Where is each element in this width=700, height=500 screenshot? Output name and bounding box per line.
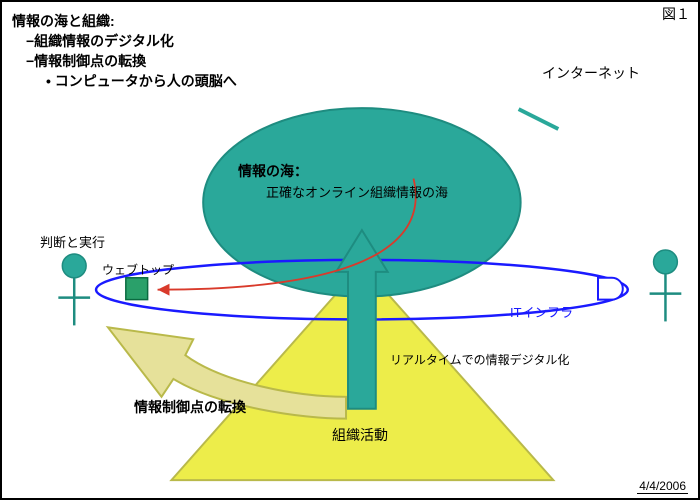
person-left-icon bbox=[58, 254, 90, 325]
date-label: 4/4/2006 bbox=[637, 479, 688, 494]
diagram-canvas: 図１ 情報の海と組織: −組織情報のデジタル化 −情報制御点の転換 • コンピュ… bbox=[0, 0, 700, 500]
label-realtime-digitize: リアルタイムでの情報デジタル化 bbox=[390, 352, 569, 368]
d-shape-right bbox=[598, 278, 623, 300]
label-sea-title: 情報の海： bbox=[238, 162, 308, 181]
label-org-activity: 組織活動 bbox=[332, 426, 388, 445]
label-internet: インターネット bbox=[542, 64, 640, 83]
label-it-infra: ITインフラ bbox=[510, 304, 573, 322]
label-sea-sub: 正確なオンライン組織情報の海 bbox=[266, 184, 448, 202]
label-judge-execute: 判断と実行 bbox=[40, 234, 105, 252]
webtop-square bbox=[126, 278, 148, 300]
red-curve-arrowhead bbox=[158, 284, 170, 296]
label-control-shift: 情報制御点の転換 bbox=[134, 398, 246, 417]
person-right-icon bbox=[650, 250, 682, 321]
internet-leader-line bbox=[519, 109, 559, 129]
label-webtop: ウェブトップ bbox=[102, 262, 174, 278]
